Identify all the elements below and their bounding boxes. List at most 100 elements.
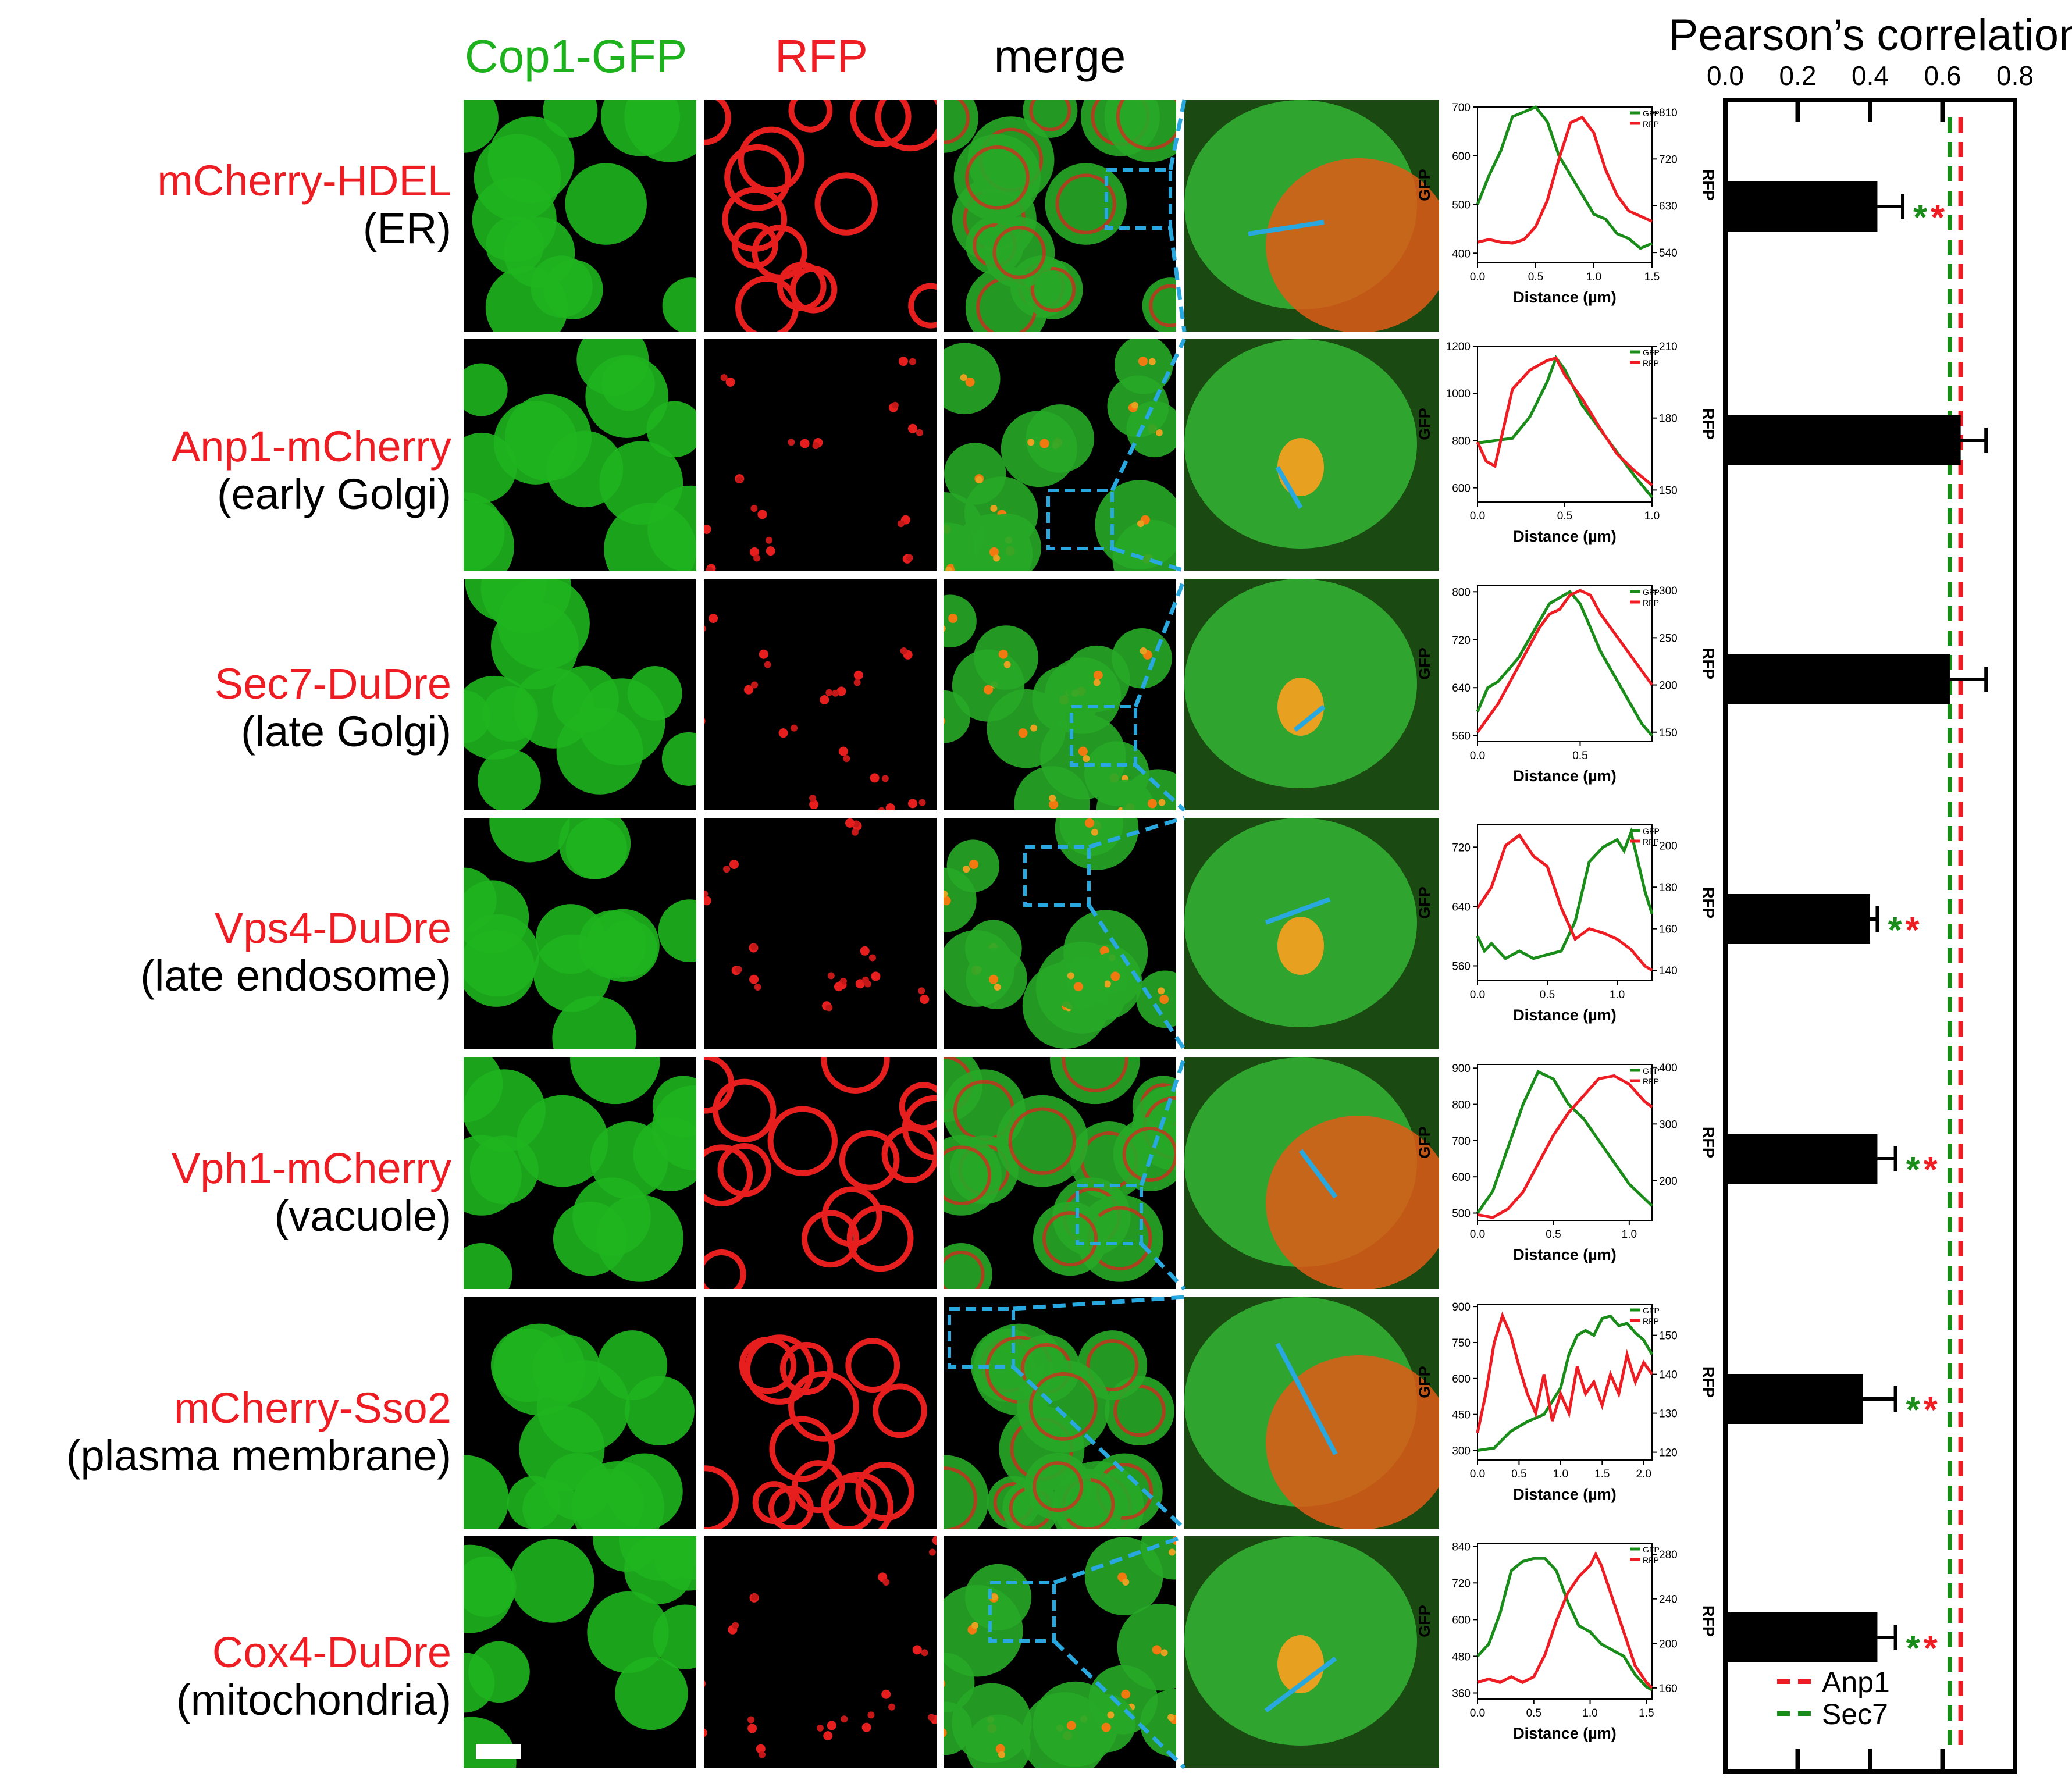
gfp-tick-label: 640: [1452, 901, 1471, 913]
chart-title: Pearson’s correlation: [1669, 10, 2072, 60]
gfp-micrograph: [464, 339, 696, 571]
rfp-tick-label: 180: [1659, 882, 1678, 894]
gfp-tick-label: 900: [1452, 1301, 1471, 1313]
legend-gfp: GFP: [1643, 109, 1660, 118]
gfp-profile-line: [1476, 590, 1653, 737]
rfp-tick-label: 810: [1659, 107, 1678, 119]
x-axis-label: Distance (µm): [1513, 1725, 1617, 1742]
x-tick-label: 0.5: [1572, 750, 1587, 762]
gfp-micrograph: [464, 1297, 696, 1529]
gfp-tick-label: 400: [1452, 248, 1471, 260]
legend-rfp: RFP: [1643, 119, 1659, 129]
column-header-merge: merge: [994, 30, 1126, 82]
compartment-name: (early Golgi): [217, 470, 451, 518]
x-axis-label: Distance (µm): [1513, 528, 1617, 545]
legend-rfp: RFP: [1643, 1555, 1659, 1565]
zoom-micrograph: [1184, 100, 1439, 332]
marker-name: Sec7-DuDre: [214, 660, 451, 708]
gfp-axis-label: GFP: [1416, 169, 1433, 201]
rfp-tick-label: 630: [1659, 201, 1678, 213]
zoom-micrograph: [1184, 1297, 1439, 1529]
significance-mark-sec7: *: [1888, 910, 1902, 950]
gfp-tick-label: 700: [1452, 1135, 1471, 1148]
gfp-tick-label: 500: [1452, 200, 1471, 212]
rfp-tick-label: 180: [1659, 413, 1678, 425]
gfp-tick-label: 720: [1452, 635, 1471, 647]
legend-rfp: RFP: [1643, 358, 1659, 368]
rfp-tick-label: 200: [1659, 1638, 1678, 1650]
gfp-tick-label: 900: [1452, 1063, 1471, 1075]
rfp-micrograph: [704, 339, 937, 571]
gfp-micrograph: [464, 1057, 696, 1289]
x-tick-label: 0.5: [1511, 1468, 1526, 1480]
x-tick-label: 0.0: [1470, 1707, 1485, 1719]
merge-micrograph: [944, 1057, 1176, 1289]
legend-gfp: GFP: [1643, 827, 1660, 836]
bar-mCherry-Sso2: [1725, 1374, 1863, 1424]
rfp-tick-label: 150: [1659, 727, 1678, 739]
x-tick-label: 1.5: [1639, 1707, 1654, 1719]
x-tick-label: 1.0: [1553, 1468, 1568, 1480]
gfp-axis-label: GFP: [1416, 1126, 1433, 1159]
gfp-tick-label: 1000: [1446, 388, 1471, 400]
line-profile-plot: 0.0 0.5 1.0 500 600 700 800 900 200 300 400 Distanc…: [1408, 1062, 1722, 1286]
x-tick-label: 0.0: [1470, 750, 1485, 762]
rfp-profile-line: [1476, 1311, 1654, 1433]
marker-name: mCherry-Sso2: [174, 1384, 451, 1432]
significance-mark-anp1: *: [1924, 1150, 1938, 1190]
rfp-micrograph: [704, 818, 937, 1049]
rfp-tick-label: 720: [1659, 154, 1678, 166]
compartment-name: (late Golgi): [241, 707, 451, 756]
gfp-tick-label: 800: [1452, 586, 1471, 599]
legend-gfp: GFP: [1643, 348, 1660, 357]
rfp-tick-label: 200: [1659, 1176, 1678, 1188]
rfp-axis-label: RFP: [1700, 1127, 1717, 1158]
gfp-tick-label: 560: [1452, 731, 1471, 743]
gfp-tick-label: 560: [1452, 960, 1471, 973]
gfp-tick-label: 600: [1452, 483, 1471, 495]
rfp-tick-label: 210: [1659, 341, 1678, 353]
rfp-axis-label: RFP: [1700, 887, 1717, 918]
rfp-profile-line: [1477, 115, 1653, 245]
x-tick-label: 1.5: [1644, 271, 1660, 283]
bar-Vps4-DuDre: [1725, 894, 1870, 944]
legend-gfp: GFP: [1643, 1066, 1660, 1076]
gfp-axis-label: GFP: [1416, 647, 1433, 680]
gfp-axis-label: GFP: [1416, 1366, 1433, 1398]
rfp-tick-label: 200: [1659, 841, 1678, 853]
bar-Anp1-mCherry: [1725, 415, 1961, 465]
x-tick-label: 0.5: [1546, 1228, 1561, 1241]
row-label-0: mCherry-HDEL (ER): [157, 157, 451, 252]
gfp-tick-label: 840: [1452, 1541, 1471, 1553]
zoom-micrograph: [1184, 818, 1439, 1049]
line-profile-plot: 0.0 0.5 1.0 560 640 720 140 160 180 200 Distance (…: [1408, 824, 1722, 1046]
bar-Sec7-DuDre: [1725, 654, 1950, 704]
rfp-tick-label: 200: [1659, 680, 1678, 692]
row-label-1: Anp1-mCherry (early Golgi): [172, 423, 451, 518]
rfp-tick-label: 250: [1659, 632, 1678, 644]
line-profile-plot: 0.0 0.5 560 640 720 800 150 200 250 300 Distance (…: [1408, 585, 1722, 807]
rfp-tick-label: 150: [1659, 485, 1678, 497]
bar-mCherry-HDEL: [1725, 181, 1878, 232]
significance-mark-anp1: *: [1931, 198, 1945, 238]
x-tick-label: 1.0: [1610, 989, 1625, 1001]
gfp-tick-label: 600: [1452, 151, 1471, 163]
compartment-name: (plasma membrane): [66, 1432, 451, 1480]
x-tick-label: 0.0: [1470, 510, 1485, 522]
scale-bar: [476, 1744, 521, 1759]
rfp-axis-label: RFP: [1700, 169, 1717, 201]
bar-Vph1-mCherry: [1725, 1134, 1878, 1184]
legend-rfp: RFP: [1643, 598, 1659, 607]
legend-label: Sec7: [1822, 1698, 1888, 1730]
x-tick-label: 0.5: [1540, 989, 1555, 1001]
x-tick-label: 0.0: [1470, 1228, 1485, 1241]
x-axis-label: Distance (µm): [1513, 767, 1617, 785]
gfp-tick-label: 600: [1452, 1614, 1471, 1626]
x-tick-label: 0.0: [1470, 989, 1485, 1001]
rfp-tick-label: 540: [1659, 247, 1678, 259]
x-tick-label: 0.5: [1526, 1707, 1541, 1719]
x-tick-label: 2.0: [1636, 1468, 1651, 1480]
x-tick-label: 0.0: [1470, 271, 1485, 283]
significance-mark-anp1: *: [1905, 910, 1920, 950]
legend-label: Anp1: [1822, 1666, 1890, 1698]
